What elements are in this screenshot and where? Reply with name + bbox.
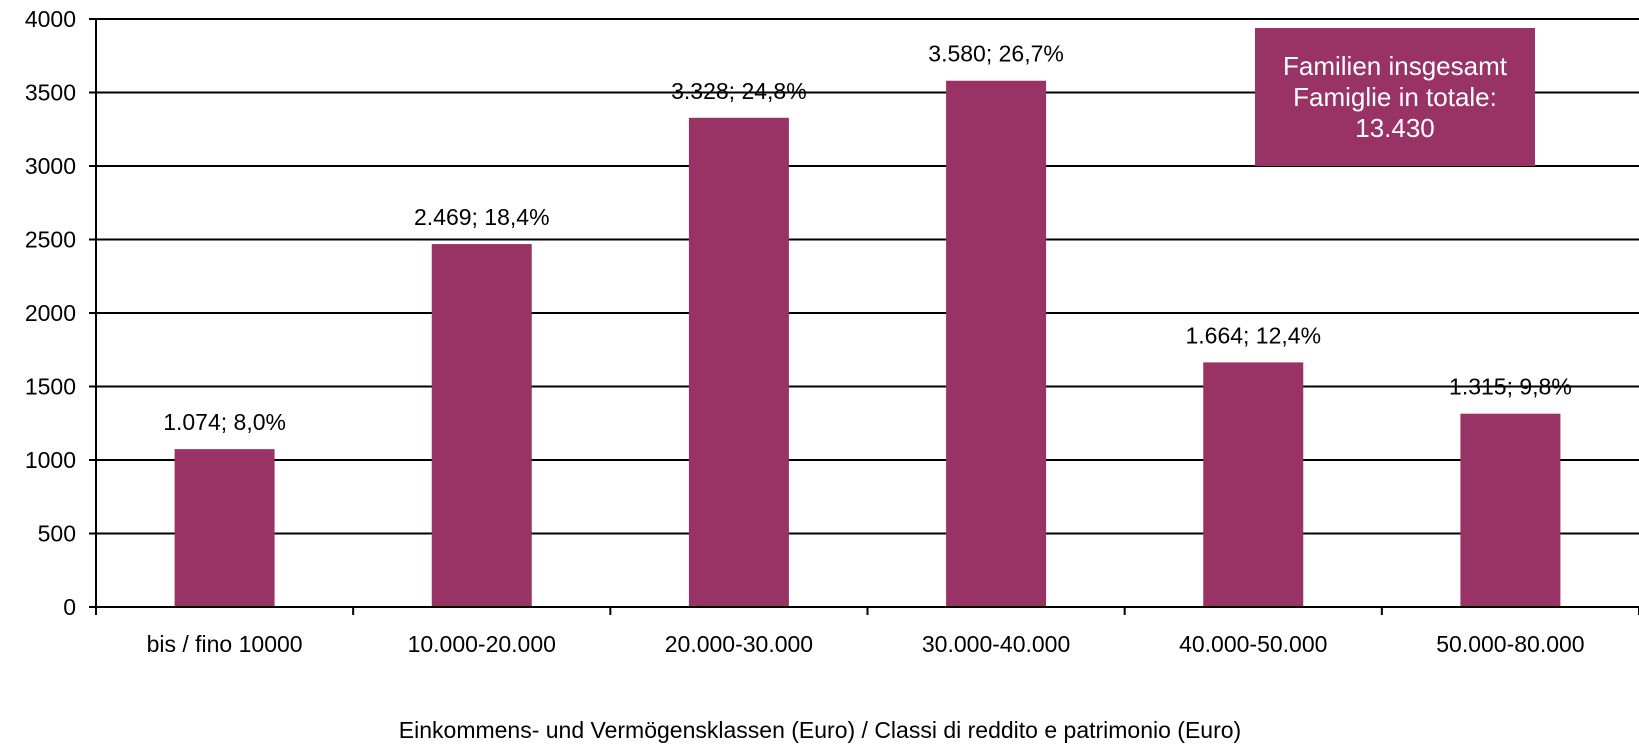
y-tick-label: 2500 xyxy=(25,227,76,253)
x-tick-label: 10.000-20.000 xyxy=(408,631,556,657)
y-tick-label: 1000 xyxy=(25,447,76,473)
y-tick-label: 1500 xyxy=(25,374,76,400)
y-tick-label: 4000 xyxy=(25,6,76,32)
y-tick-labels: 0 500 1000 1500 2000 2500 3000 3500 4000 xyxy=(25,6,96,620)
y-tick-label: 2000 xyxy=(25,300,76,326)
y-tick-label: 0 xyxy=(63,594,76,620)
gridlines xyxy=(96,18,1639,535)
x-tick-label: 30.000-40.000 xyxy=(922,631,1070,657)
bar xyxy=(1203,362,1304,607)
data-label: 3.580; 26,7% xyxy=(928,41,1064,67)
bar xyxy=(1460,413,1561,607)
x-axis-title: Einkommens- und Vermögensklassen (Euro) … xyxy=(399,717,1241,743)
data-label: 1.074; 8,0% xyxy=(163,409,286,435)
x-tick-labels: bis / fino 10000 10.000-20.000 20.000-30.0… xyxy=(147,631,1585,657)
data-labels: 1.074; 8,0% 2.469; 18,4% 3.328; 24,8% 3.580… xyxy=(163,41,1572,435)
total-box-line-2: Famiglie in totale: xyxy=(1293,81,1497,112)
bar xyxy=(946,80,1047,608)
bars xyxy=(174,80,1561,608)
data-label: 2.469; 18,4% xyxy=(414,204,550,230)
x-tick-label: 40.000-50.000 xyxy=(1179,631,1327,657)
total-families-box: Familien insgesamt Famiglie in totale: 1… xyxy=(1255,28,1535,166)
total-box-total-value: 13.430 xyxy=(1355,112,1435,143)
bar xyxy=(688,117,789,607)
data-label: 1.664; 12,4% xyxy=(1185,322,1321,348)
x-tick-label: bis / fino 10000 xyxy=(147,631,303,657)
x-tick-label: 20.000-30.000 xyxy=(665,631,813,657)
y-tick-label: 3000 xyxy=(25,153,76,179)
y-tick-label: 500 xyxy=(38,521,76,547)
bar xyxy=(431,244,532,607)
data-label: 3.328; 24,8% xyxy=(671,78,807,104)
x-tick-label: 50.000-80.000 xyxy=(1436,631,1584,657)
y-tick-label: 3500 xyxy=(25,80,76,106)
data-label: 1.315; 9,8% xyxy=(1449,374,1572,400)
total-box-line-1: Familien insgesamt xyxy=(1283,50,1507,81)
bar xyxy=(174,449,275,607)
